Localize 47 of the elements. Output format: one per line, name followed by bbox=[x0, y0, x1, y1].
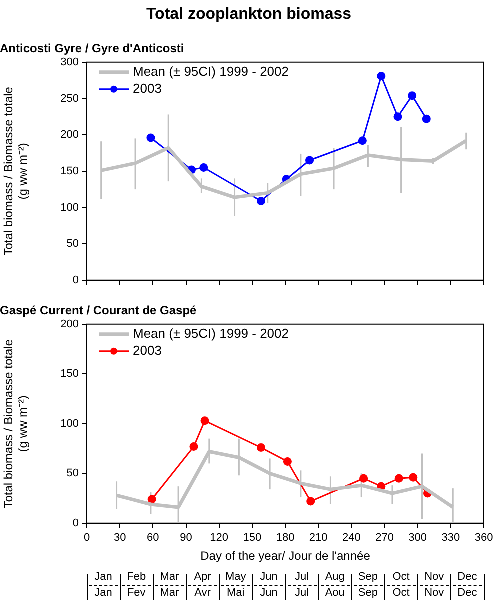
x-tick-label: 360 bbox=[474, 532, 494, 544]
x-tick-label: 300 bbox=[408, 532, 428, 544]
y-tick-label: 200 bbox=[60, 129, 79, 142]
y-tick-label: 0 bbox=[72, 517, 79, 530]
legend-label: 2003 bbox=[133, 80, 162, 96]
y-tick-label: 0 bbox=[72, 274, 79, 286]
text: Dec Dec bbox=[456, 570, 478, 601]
y-tick-label: 100 bbox=[60, 202, 79, 214]
y-tick-label: 150 bbox=[60, 165, 79, 178]
legend-label: Mean (± 95CI) 1999 - 2002 bbox=[133, 64, 289, 79]
chart-title: Gaspé Current / Courant de Gaspé bbox=[0, 304, 198, 318]
x-tick-label: 60 bbox=[147, 532, 160, 544]
text: Aug Aou bbox=[324, 570, 346, 601]
x-tick-label: 90 bbox=[180, 532, 192, 544]
text: Oct Oct bbox=[392, 570, 411, 601]
text: Feb Fev bbox=[126, 570, 148, 601]
y-tick-label: 50 bbox=[66, 238, 79, 250]
x-axis-title: Day of the year/ Jour de l'année bbox=[200, 549, 371, 564]
x-tick-label: 330 bbox=[442, 532, 460, 544]
x-tick-label: 240 bbox=[342, 532, 361, 544]
y-axis-title: Total biomass / Biomasse totale (g ww m⁻²) bbox=[2, 339, 30, 508]
y-tick-label: 50 bbox=[66, 468, 79, 480]
text: Jan Jan bbox=[94, 570, 114, 601]
text: May Mai bbox=[224, 570, 248, 601]
y-axis-title: Total biomass / Biomasse totale (g ww m⁻²) bbox=[2, 86, 30, 256]
x-tick-label: 270 bbox=[376, 532, 394, 544]
x-tick-label: 120 bbox=[210, 532, 229, 544]
x-tick-label: 30 bbox=[114, 532, 126, 544]
x-tick-label: 0 bbox=[84, 532, 90, 544]
y-tick-label: 150 bbox=[60, 368, 79, 380]
chart-title: Total zooplankton biomass bbox=[145, 6, 353, 24]
legend-label: 2003 bbox=[133, 342, 162, 358]
y-tick-label: 300 bbox=[60, 56, 79, 68]
text: Jul Jul bbox=[294, 570, 310, 601]
text: Nov Nov bbox=[424, 570, 446, 601]
y-tick-label: 250 bbox=[60, 92, 79, 105]
text: Jun Jun bbox=[259, 570, 279, 601]
y-tick-label: 200 bbox=[60, 318, 79, 330]
x-tick-label: 150 bbox=[243, 532, 262, 544]
text: Mar Mar bbox=[159, 570, 180, 601]
text: Apr Avr bbox=[193, 570, 212, 601]
x-tick-label: 180 bbox=[276, 532, 295, 544]
x-tick-label: 210 bbox=[309, 532, 328, 544]
chart-subtitle: Anticosti Gyre / Gyre d'Anticosti bbox=[0, 42, 184, 56]
legend-label: Mean (± 95CI) 1999 - 2002 bbox=[133, 326, 289, 341]
y-tick-label: 100 bbox=[60, 418, 79, 430]
text: Sep Sep bbox=[357, 570, 379, 601]
